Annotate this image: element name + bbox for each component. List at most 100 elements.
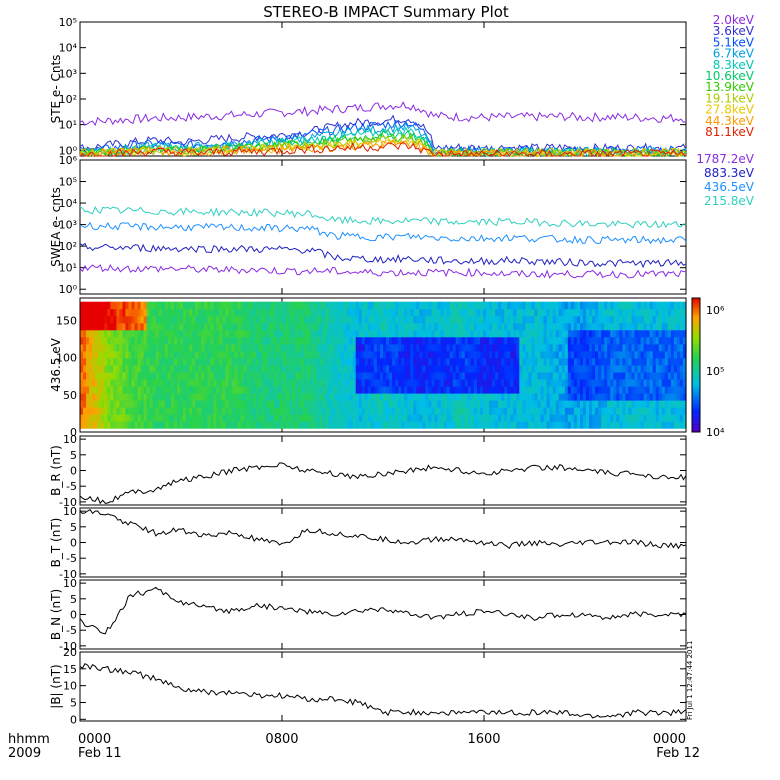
heatmap-cell [346, 350, 351, 359]
heatmap-cell [86, 315, 90, 324]
heatmap-cell [110, 386, 114, 394]
heatmap-cell [476, 350, 481, 359]
colorbar-tick-label: 10⁵ [706, 365, 724, 378]
heatmap-cell [125, 379, 129, 387]
heatmap-cell [140, 379, 145, 387]
heatmap-cell [510, 308, 514, 317]
heatmap-cell [601, 322, 605, 331]
heatmap-cell [164, 386, 169, 394]
heatmap-cell [149, 414, 154, 422]
heatmap-cell [373, 329, 378, 338]
heatmap-cell [658, 407, 663, 415]
heatmap-cell [513, 421, 517, 429]
heatmap-cell [177, 301, 181, 310]
heatmap-cell [107, 379, 111, 387]
heatmap-cell [534, 343, 539, 352]
heatmap-cell [249, 365, 254, 373]
colorbar-segment [692, 333, 700, 337]
heatmap-cell [331, 379, 336, 387]
heatmap-cell [470, 414, 475, 422]
heatmap-cell [173, 421, 178, 429]
heatmap-cell [252, 350, 257, 359]
heatmap-cell [246, 400, 251, 408]
heatmap-cell [473, 308, 478, 317]
heatmap-cell [173, 358, 178, 366]
heatmap-cell [564, 414, 569, 422]
heatmap-cell [213, 315, 217, 324]
heatmap-cell [186, 372, 190, 380]
heatmap-cell [525, 393, 529, 401]
heatmap-cell [261, 315, 266, 324]
heatmap-cell [458, 343, 463, 352]
heatmap-cell [619, 308, 623, 317]
heatmap-cell [219, 414, 223, 422]
heatmap-cell [449, 322, 454, 331]
heatmap-cell [428, 379, 432, 387]
heatmap-cell [358, 358, 363, 366]
heatmap-cell [476, 322, 481, 331]
heatmap-cell [137, 350, 142, 359]
heatmap-cell [98, 343, 102, 352]
heatmap-cell [376, 393, 381, 401]
heatmap-cell [513, 414, 517, 422]
heatmap-cell [216, 322, 220, 331]
ylabel-swea: SWEA e- cnts [49, 187, 63, 267]
heatmap-cell [555, 301, 560, 310]
heatmap-cell [264, 365, 269, 373]
heatmap-cell [125, 400, 129, 408]
ytick-label-swea: 10⁴ [59, 197, 78, 210]
heatmap-cell [158, 393, 163, 401]
heatmap-cell [446, 393, 451, 401]
heatmap-cell [625, 414, 629, 422]
heatmap-cell [395, 329, 399, 338]
heatmap-cell [622, 358, 626, 366]
heatmap-cell [567, 350, 572, 359]
heatmap-cell [267, 379, 272, 387]
heatmap-cell [640, 358, 645, 366]
heatmap-cell [652, 350, 657, 359]
heatmap-cell [416, 393, 420, 401]
heatmap-cell [352, 336, 357, 345]
heatmap-cell [616, 365, 620, 373]
heatmap-cell [370, 336, 375, 345]
heatmap-cell [364, 350, 369, 359]
heatmap-cell [207, 329, 211, 338]
heatmap-cell [255, 350, 260, 359]
heatmap-cell [461, 407, 466, 415]
heatmap-cell [219, 407, 223, 415]
heatmap-cell [380, 343, 384, 352]
heatmap-cell [543, 365, 548, 373]
heatmap-cell [222, 336, 226, 345]
heatmap-cell [155, 358, 160, 366]
heatmap-cell [346, 301, 351, 310]
heatmap-cell [180, 358, 184, 366]
heatmap-cell [616, 301, 620, 310]
heatmap-cell [131, 379, 136, 387]
heatmap-cell [86, 400, 90, 408]
heatmap-cell [173, 400, 178, 408]
heatmap-cell [177, 393, 181, 401]
heatmap-cell [658, 379, 663, 387]
heatmap-cell [373, 400, 378, 408]
heatmap-cell [364, 414, 369, 422]
heatmap-cell [367, 358, 372, 366]
heatmap-cell [589, 386, 593, 394]
heatmap-cell [404, 308, 408, 317]
heatmap-cell [567, 421, 572, 429]
heatmap-cell [446, 407, 451, 415]
heatmap-cell [652, 358, 657, 366]
heatmap-cell [280, 343, 284, 352]
heatmap-cell [440, 322, 445, 331]
heatmap-cell [255, 421, 260, 429]
heatmap-cell [631, 350, 636, 359]
heatmap-cell [504, 350, 508, 359]
heatmap-cell [213, 365, 217, 373]
heatmap-cell [137, 315, 142, 324]
heatmap-cell [283, 315, 287, 324]
heatmap-cell [343, 308, 348, 317]
heatmap-cell [634, 336, 639, 345]
heatmap-cell [89, 379, 93, 387]
heatmap-cell [528, 365, 532, 373]
heatmap-cell [619, 365, 623, 373]
heatmap-cell [355, 386, 360, 394]
